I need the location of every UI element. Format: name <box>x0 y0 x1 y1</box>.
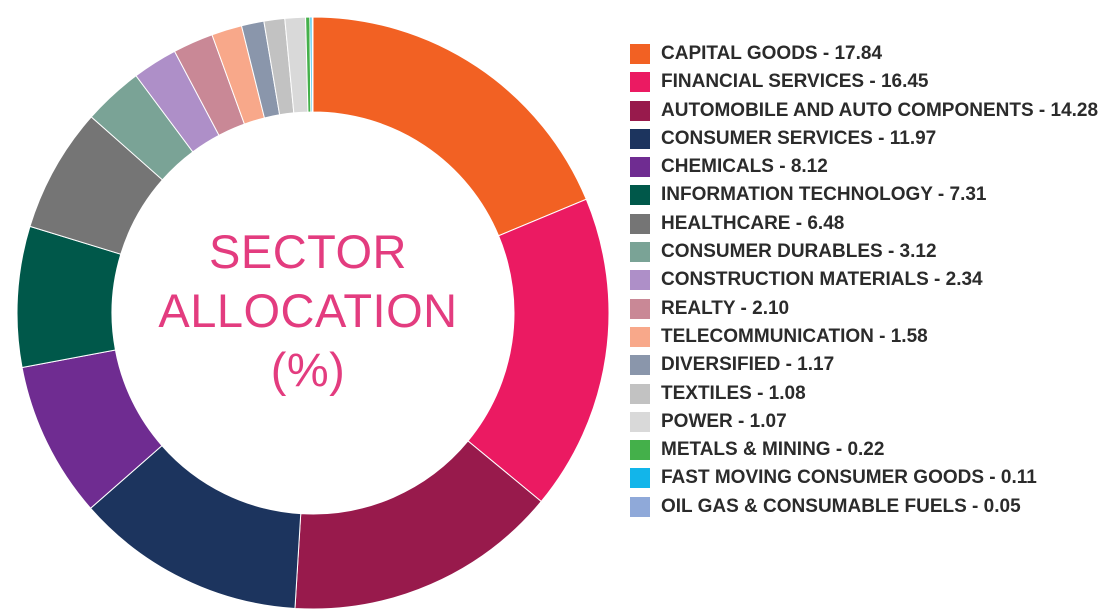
legend-item-telecommunication: TELECOMMUNICATION - 1.58 <box>630 323 1110 351</box>
legend-item-financial-services: FINANCIAL SERVICES - 16.45 <box>630 68 1110 96</box>
legend-label: HEALTHCARE - 6.48 <box>661 212 845 234</box>
chart-title-line-2: ALLOCATION <box>158 284 458 337</box>
legend-swatch <box>630 298 650 319</box>
legend-label: REALTY - 2.10 <box>661 297 790 319</box>
legend-swatch <box>630 128 650 149</box>
legend-label: POWER - 1.07 <box>661 410 787 432</box>
chart-title-line-3: (%) <box>270 343 346 396</box>
legend-label: FINANCIAL SERVICES - 16.45 <box>661 71 929 93</box>
legend-item-textiles: TEXTILES - 1.08 <box>630 380 1110 408</box>
legend-swatch <box>630 157 650 178</box>
chart-legend: CAPITAL GOODS - 17.84 FINANCIAL SERVICES … <box>630 40 1110 521</box>
legend-swatch <box>630 468 650 489</box>
legend-label: CHEMICALS - 8.12 <box>661 156 828 178</box>
legend-label: FAST MOVING CONSUMER GOODS - 0.11 <box>661 467 1037 489</box>
legend-item-automobile-and-auto-components: AUTOMOBILE AND AUTO COMPONENTS - 14.28 <box>630 97 1110 125</box>
legend-swatch <box>630 72 650 93</box>
legend-item-diversified: DIVERSIFIED - 1.17 <box>630 351 1110 379</box>
legend-label: DIVERSIFIED - 1.17 <box>661 354 835 376</box>
legend-item-fast-moving-consumer-goods: FAST MOVING CONSUMER GOODS - 0.11 <box>630 464 1110 492</box>
legend-swatch <box>630 213 650 234</box>
legend-swatch <box>630 44 650 64</box>
legend-label: CONSTRUCTION MATERIALS - 2.34 <box>661 269 983 291</box>
legend-label: AUTOMOBILE AND AUTO COMPONENTS - 14.28 <box>661 99 1099 121</box>
legend-swatch <box>630 185 650 206</box>
chart-title-line-1: SECTOR <box>209 225 407 278</box>
chart-center-title: SECTOR ALLOCATION (%) <box>108 222 508 399</box>
legend-label: TEXTILES - 1.08 <box>661 382 806 404</box>
legend-swatch <box>630 440 650 461</box>
legend-label: INFORMATION TECHNOLOGY - 7.31 <box>661 184 987 206</box>
legend-label: TELECOMMUNICATION - 1.58 <box>661 325 928 347</box>
legend-label: CONSUMER DURABLES - 3.12 <box>661 241 937 263</box>
legend-label: CONSUMER SERVICES - 11.97 <box>661 127 937 149</box>
legend-swatch <box>630 383 650 404</box>
legend-item-capital-goods: CAPITAL GOODS - 17.84 <box>630 40 1110 68</box>
legend-item-healthcare: HEALTHCARE - 6.48 <box>630 210 1110 238</box>
legend-item-construction-materials: CONSTRUCTION MATERIALS - 2.34 <box>630 266 1110 294</box>
legend-item-information-technology: INFORMATION TECHNOLOGY - 7.31 <box>630 181 1110 209</box>
legend-swatch <box>630 496 650 517</box>
legend-item-power: POWER - 1.07 <box>630 408 1110 436</box>
legend-item-chemicals: CHEMICALS - 8.12 <box>630 153 1110 181</box>
donut-slice-capital-goods <box>312 16 587 237</box>
legend-swatch <box>630 326 650 347</box>
legend-swatch <box>630 355 650 376</box>
legend-swatch <box>630 100 650 121</box>
legend-swatch <box>630 270 650 291</box>
legend-item-realty: REALTY - 2.10 <box>630 295 1110 323</box>
sector-allocation-donut-chart <box>16 16 610 610</box>
legend-item-consumer-services: CONSUMER SERVICES - 11.97 <box>630 125 1110 153</box>
legend-label: CAPITAL GOODS - 17.84 <box>661 43 883 64</box>
legend-label: OIL GAS & CONSUMABLE FUELS - 0.05 <box>661 495 1021 517</box>
legend-swatch <box>630 242 650 263</box>
legend-item-metals-mining: METALS & MINING - 0.22 <box>630 436 1110 464</box>
legend-item-oil-gas-consumable-fuels: OIL GAS & CONSUMABLE FUELS - 0.05 <box>630 493 1110 521</box>
legend-swatch <box>630 411 650 432</box>
legend-label: METALS & MINING - 0.22 <box>661 439 885 461</box>
legend-item-consumer-durables: CONSUMER DURABLES - 3.12 <box>630 238 1110 266</box>
donut-slice-oil-gas-consumable-fuels <box>311 16 314 113</box>
